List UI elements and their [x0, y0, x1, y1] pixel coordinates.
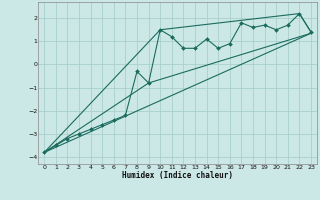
X-axis label: Humidex (Indice chaleur): Humidex (Indice chaleur)	[122, 171, 233, 180]
